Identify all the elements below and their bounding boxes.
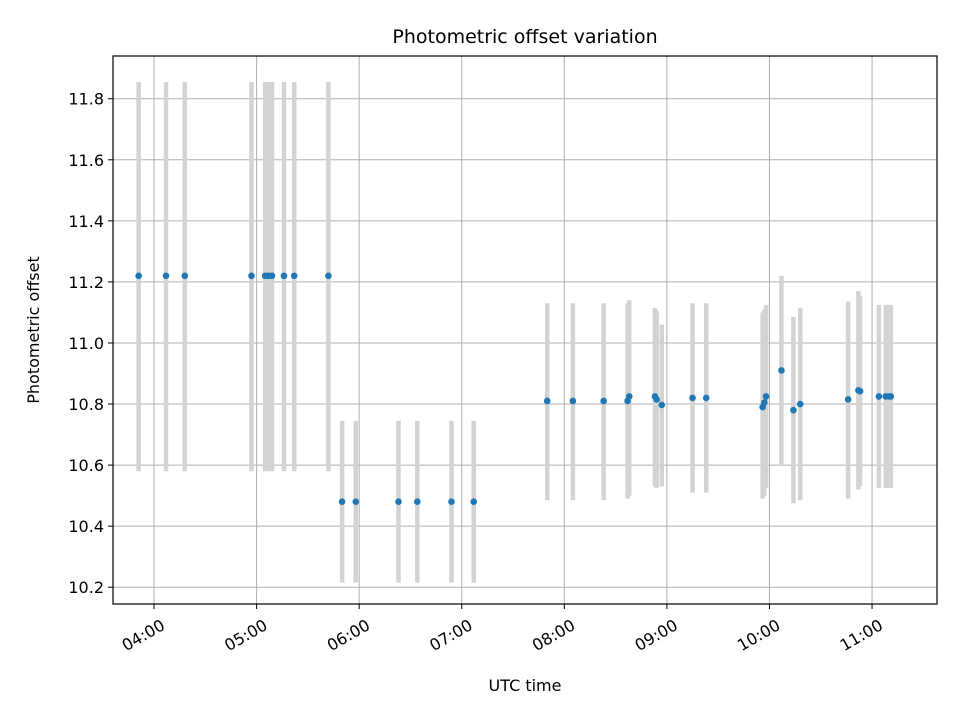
data-point	[338, 498, 346, 506]
data-point	[761, 399, 768, 406]
data-point	[162, 272, 170, 280]
data-point	[248, 272, 255, 280]
data-points	[135, 272, 895, 506]
data-point	[702, 394, 710, 402]
data-point	[658, 401, 666, 409]
data-point	[325, 272, 332, 280]
chart-title: Photometric offset variation	[392, 26, 657, 48]
data-point	[135, 272, 142, 280]
y-tick-label: 11.2	[68, 273, 104, 292]
data-point	[762, 393, 770, 400]
y-tick-label: 10.6	[68, 456, 104, 475]
data-point	[268, 272, 276, 280]
y-tick-label: 10.2	[68, 578, 104, 597]
y-tick-label: 10.4	[68, 517, 104, 536]
data-point	[600, 397, 607, 405]
data-point	[395, 498, 402, 506]
y-tick-label: 10.8	[68, 395, 104, 414]
y-axis-label: Photometric offset	[24, 256, 43, 404]
data-point	[856, 387, 864, 395]
data-point	[352, 498, 360, 506]
data-point	[280, 272, 288, 280]
y-tick-label: 11.0	[68, 334, 104, 353]
data-point	[875, 393, 883, 400]
data-point	[844, 396, 852, 403]
plot-frame	[112, 55, 938, 605]
data-point	[796, 400, 804, 408]
data-point	[470, 498, 478, 506]
data-point	[181, 272, 189, 280]
data-point	[290, 272, 298, 280]
data-point	[778, 367, 785, 374]
x-axis-label: UTC time	[489, 676, 562, 695]
data-point	[653, 396, 660, 403]
data-point	[448, 498, 455, 506]
data-point	[569, 397, 577, 405]
y-tick-label: 11.8	[68, 90, 104, 109]
data-point	[413, 498, 421, 506]
data-point	[689, 394, 696, 402]
data-point	[887, 393, 895, 400]
y-tick-label: 11.4	[68, 212, 104, 231]
data-point	[625, 393, 633, 400]
data-point	[543, 397, 551, 405]
data-point	[790, 406, 797, 414]
y-tick-label: 11.6	[68, 151, 104, 170]
y-axis-ticks: 10.2 10.4 10.6 10.8 11.0 11.2 11.4 11.6 11.8	[68, 90, 113, 597]
